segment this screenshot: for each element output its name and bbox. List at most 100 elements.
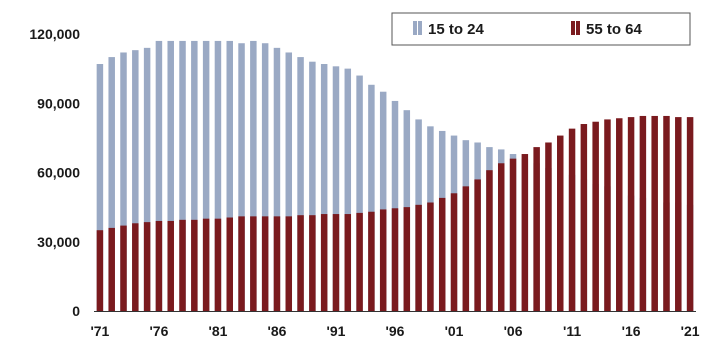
bar-55-to-64 [521,154,529,311]
bar-55-to-64 [509,158,517,311]
y-tick-label: 90,000 [37,95,80,111]
bar-55-to-64 [285,216,293,311]
bar-15-to-24 [143,47,151,311]
bar-55-to-64 [403,207,411,312]
bar-55-to-64 [627,117,635,311]
bar-15-to-24 [120,52,127,311]
y-tick-label: 30,000 [37,234,80,250]
bar-55-to-64 [415,204,422,311]
legend-box [391,12,691,46]
bar-55-to-64 [663,115,670,311]
bar-15-to-24 [132,50,139,311]
x-tick-label: '16 [622,323,641,339]
bar-55-to-64 [344,214,352,311]
bar-15-to-24 [273,47,281,311]
bar-55-to-64 [639,115,647,311]
x-tick-label: '21 [681,323,700,339]
bar-55-to-64 [675,117,682,311]
bar-15-to-24 [297,57,304,311]
bar-15-to-24 [285,52,293,311]
x-tick-label: '11 [563,323,581,339]
bar-15-to-24 [238,43,245,311]
bar-15-to-24 [368,84,375,311]
bar-15-to-24 [379,91,387,312]
bar-55-to-64 [297,215,304,311]
bar-15-to-24 [191,40,198,312]
bar-55-to-64 [686,117,694,311]
bar-55-to-64 [557,135,564,311]
x-tick-label: '01 [445,323,464,339]
bar-55-to-64 [486,170,493,311]
bar-55-to-64 [604,119,611,311]
bar-55-to-64 [226,217,233,311]
bar-15-to-24 [356,75,363,311]
x-tick-label: '76 [149,323,168,339]
bar-55-to-64 [120,225,127,311]
bar-55-to-64 [462,186,470,311]
x-tick-label: '86 [268,323,287,339]
bar-55-to-64 [155,220,163,311]
bar-55-to-64 [332,214,340,311]
bar-55-to-64 [616,118,623,311]
bar-15-to-24 [202,40,210,312]
bar-15-to-24 [309,61,316,312]
bar-55-to-64 [592,121,599,311]
x-tick-label: '81 [208,323,227,339]
y-tick-label: 60,000 [37,165,80,181]
bar-55-to-64 [132,223,139,311]
bar-15-to-24 [226,40,233,312]
bar-55-to-64 [108,227,115,311]
legend-label-55-to-64: 55 to 64 [586,21,643,38]
legend-swatch-15-to-24 [413,21,422,35]
bar-55-to-64 [533,147,540,311]
bar-15-to-24 [108,57,115,311]
bar-15-to-24 [96,64,104,311]
y-axis-labels: 0 30,000 60,000 90,000 120,000 [29,26,80,319]
bar-55-to-64 [273,216,281,311]
x-tick-label: '91 [327,323,346,339]
legend: 15 to 24 55 to 64 [391,12,691,46]
bars-55-to-64-layer [96,115,694,312]
bar-15-to-24 [250,40,257,312]
legend-label-15-to-24: 15 to 24 [428,21,485,38]
bar-55-to-64 [143,222,151,311]
bar-55-to-64 [320,214,328,311]
bar-55-to-64 [438,197,446,311]
bar-15-to-24 [155,40,163,312]
bar-55-to-64 [580,124,588,312]
bar-55-to-64 [238,216,245,311]
x-tick-label: '96 [386,323,405,339]
x-tick-label: '71 [90,323,109,339]
bar-15-to-24 [214,40,222,312]
bar-55-to-64 [167,220,174,311]
y-tick-label: 0 [72,303,80,319]
bar-15-to-24 [261,43,269,311]
x-axis-labels: '71 '76 '81 '86 '91 '96 '01 '06 '11 '16 '21 [90,323,699,339]
bar-55-to-64 [368,211,375,311]
bar-55-to-64 [309,215,316,311]
bar-55-to-64 [391,208,399,311]
bar-15-to-24 [391,100,399,311]
bar-15-to-24 [344,68,352,312]
bar-55-to-64 [427,202,434,311]
y-tick-label: 120,000 [29,26,80,42]
bar-55-to-64 [651,115,658,311]
legend-swatch-55-to-64 [571,21,580,35]
bar-55-to-64 [379,209,387,311]
bar-55-to-64 [214,218,222,311]
bar-15-to-24 [179,40,186,312]
bar-15-to-24 [332,66,340,311]
bar-55-to-64 [545,142,552,311]
x-tick-label: '06 [504,323,523,339]
bar-55-to-64 [568,128,576,311]
bar-55-to-64 [356,212,363,311]
bar-55-to-64 [96,230,104,311]
bar-55-to-64 [191,219,198,311]
bar-55-to-64 [450,193,458,311]
bar-15-to-24 [320,64,328,311]
bar-55-to-64 [250,216,257,311]
bar-55-to-64 [497,163,505,311]
bar-55-to-64 [179,219,186,311]
bar-15-to-24 [167,40,174,312]
